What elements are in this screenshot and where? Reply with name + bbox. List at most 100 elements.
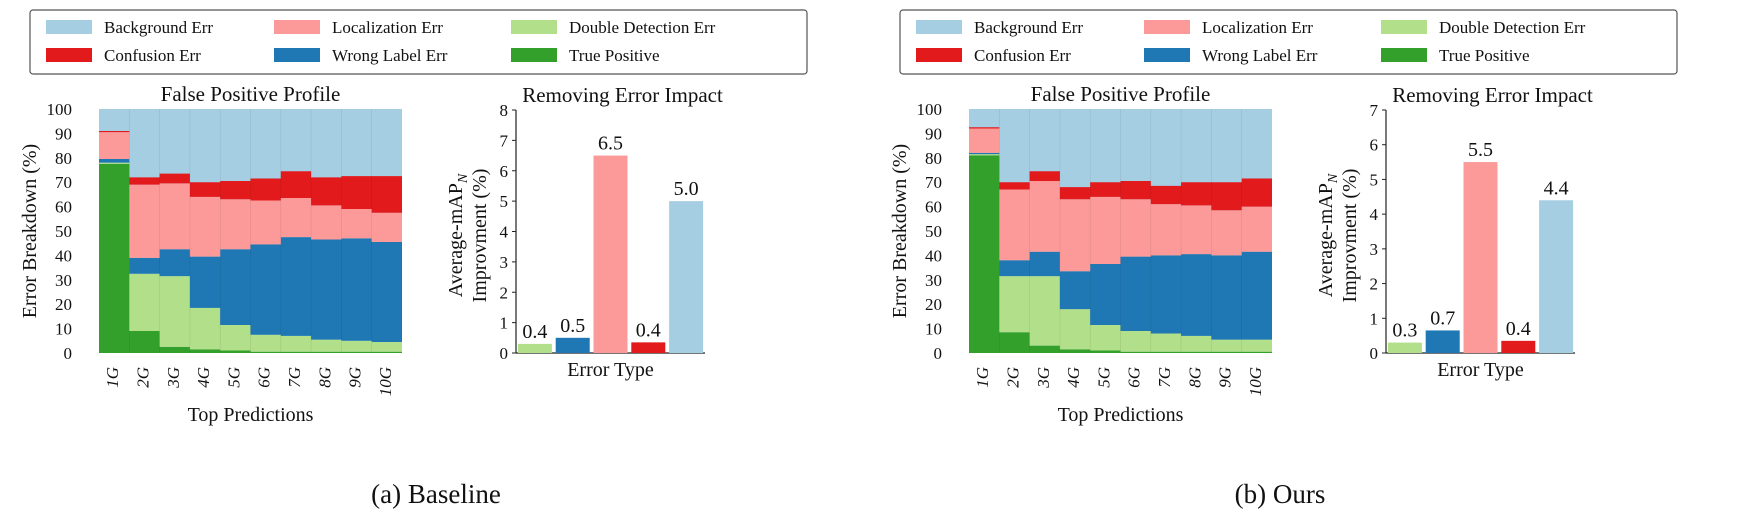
profile-x-tick-label: 5G — [224, 367, 243, 388]
legend-box — [29, 9, 808, 75]
profile-area-localization-err — [99, 132, 402, 258]
impact-y-axis-label-line2: Improvment (%) — [1339, 169, 1361, 303]
profile-x-tick-label: 8G — [1185, 367, 1204, 388]
impact-y-tick-label: 3 — [1370, 240, 1379, 259]
impact-bar-value-label: 6.5 — [598, 133, 623, 155]
panel-baseline: Background Err Localization Err Double Det… — [19, 9, 808, 509]
profile-y-tick-label: 10 — [55, 320, 72, 339]
profile-y-tick-label: 100 — [917, 100, 943, 119]
legend-label: Wrong Label Err — [332, 46, 448, 65]
profile-title: False Positive Profile — [1031, 82, 1211, 106]
impact-bar-background-err — [669, 201, 704, 353]
impact-y-tick-label: 8 — [500, 101, 509, 120]
legend-swatch-confusion-err — [916, 48, 962, 62]
profile-y-tick-label: 80 — [55, 149, 72, 168]
profile-x-tick-label: 6G — [255, 367, 274, 388]
profile-y-tick-label: 90 — [55, 124, 72, 143]
profile-y-tick-label: 60 — [925, 198, 942, 217]
profile-y-tick-label: 50 — [925, 222, 942, 241]
impact-y-tick-label: 4 — [500, 223, 509, 242]
profile-y-tick-label: 60 — [55, 198, 72, 217]
profile-y-tick-label: 70 — [55, 173, 72, 192]
panel-caption: (a) Baseline — [371, 479, 501, 509]
impact-bar-wrong-label-err — [1425, 330, 1460, 353]
impact-y-tick-label: 4 — [1370, 205, 1379, 224]
profile-x-tick-label: 6G — [1125, 367, 1144, 388]
impact-y-axis-label-line2: Improvment (%) — [469, 169, 491, 303]
impact-y-tick-label: 6 — [500, 162, 509, 181]
profile-area-double-detection-err — [969, 154, 1272, 352]
profile-x-tick-label: 10G — [1246, 367, 1265, 396]
chart-panel-baseline: Background Err Localization Err Double Det… — [19, 9, 808, 509]
impact-bar-value-label: 4.4 — [1544, 177, 1569, 199]
legend-swatch-background-err — [46, 20, 92, 34]
impact-bar-wrong-label-err — [555, 337, 590, 353]
profile-x-tick-label: 7G — [285, 367, 304, 388]
impact-y-tick-label: 1 — [1370, 309, 1379, 328]
impact-bar-localization-err — [1463, 162, 1498, 353]
impact-bar-value-label: 0.4 — [636, 319, 661, 341]
profile-y-tick-label: 30 — [925, 271, 942, 290]
profile-x-tick-label: 1G — [973, 367, 992, 388]
profile-x-tick-label: 9G — [1216, 367, 1235, 388]
profile-x-tick-label: 1G — [103, 367, 122, 388]
legend-swatch-wrong-label-err — [1144, 48, 1190, 62]
legend-swatch-localization-err — [1144, 20, 1190, 34]
profile-area-confusion-err — [969, 127, 1272, 211]
profile-x-tick-label: 9G — [346, 367, 365, 388]
legend-swatch-confusion-err — [46, 48, 92, 62]
impact-y-axis-label-subscript: N — [1326, 173, 1341, 184]
profile-x-tick-label: 4G — [194, 367, 213, 388]
impact-y-tick-label: 1 — [500, 314, 509, 333]
impact-x-axis-label: Error Type — [567, 359, 654, 381]
profile-y-tick-label: 70 — [925, 173, 942, 192]
impact-y-tick-label: 5 — [1370, 170, 1379, 189]
legend-label: Confusion Err — [974, 46, 1071, 65]
legend-swatch-double-detection-err — [1381, 20, 1427, 34]
profile-y-tick-label: 40 — [55, 246, 72, 265]
profile-y-tick-label: 0 — [64, 344, 73, 363]
impact-y-axis-label-line1: Average-mAPN — [1315, 173, 1341, 297]
impact-y-tick-label: 2 — [1370, 275, 1379, 294]
impact-y-tick-label: 0 — [500, 344, 509, 363]
legend-label: True Positive — [1439, 46, 1530, 65]
impact-y-tick-label: 7 — [1370, 101, 1379, 120]
impact-y-axis-label-subscript: N — [456, 173, 471, 184]
impact-y-tick-label: 6 — [1370, 136, 1379, 155]
impact-bar-value-label: 0.5 — [560, 315, 585, 337]
legend-label: Localization Err — [332, 18, 443, 37]
profile-y-tick-label: 10 — [925, 320, 942, 339]
legend-swatch-background-err — [916, 20, 962, 34]
legend-swatch-wrong-label-err — [274, 48, 320, 62]
impact-y-axis-label-main: Average-mAP — [445, 183, 467, 297]
profile-x-axis-label: Top Predictions — [188, 404, 314, 426]
profile-x-tick-label: 4G — [1064, 367, 1083, 388]
profile-y-tick-label: 50 — [55, 222, 72, 241]
profile-y-axis-label: Error Breakdown (%) — [19, 144, 41, 318]
impact-y-axis-label-main: Average-mAP — [1315, 183, 1337, 297]
impact-bar-value-label: 0.4 — [1506, 318, 1531, 340]
profile-x-axis-label: Top Predictions — [1058, 404, 1184, 426]
legend-swatch-localization-err — [274, 20, 320, 34]
impact-y-tick-label: 2 — [500, 283, 509, 302]
profile-x-tick-label: 8G — [315, 367, 334, 388]
legend-label: Confusion Err — [104, 46, 201, 65]
profile-y-axis-label: Error Breakdown (%) — [889, 144, 911, 318]
profile-area-wrong-label-err — [99, 159, 402, 343]
impact-y-tick-label: 0 — [1370, 344, 1379, 363]
profile-area-confusion-err — [99, 130, 402, 213]
impact-y-tick-label: 5 — [500, 192, 509, 211]
legend-label: Localization Err — [1202, 18, 1313, 37]
profile-y-tick-label: 30 — [55, 271, 72, 290]
impact-bar-value-label: 0.3 — [1392, 320, 1417, 342]
profile-y-tick-label: 100 — [47, 100, 73, 119]
legend-box — [899, 9, 1678, 75]
profile-area-double-detection-err — [99, 162, 402, 352]
impact-y-tick-label: 7 — [500, 131, 509, 150]
impact-y-axis-label-line1: Average-mAPN — [445, 173, 471, 297]
impact-bar-double-detection-err — [1387, 342, 1422, 353]
panel-ours: Background Err Localization Err Double Det… — [870, 0, 1740, 521]
impact-title: Removing Error Impact — [1392, 83, 1593, 107]
impact-bar-value-label: 0.4 — [522, 321, 547, 343]
legend-label: True Positive — [569, 46, 660, 65]
